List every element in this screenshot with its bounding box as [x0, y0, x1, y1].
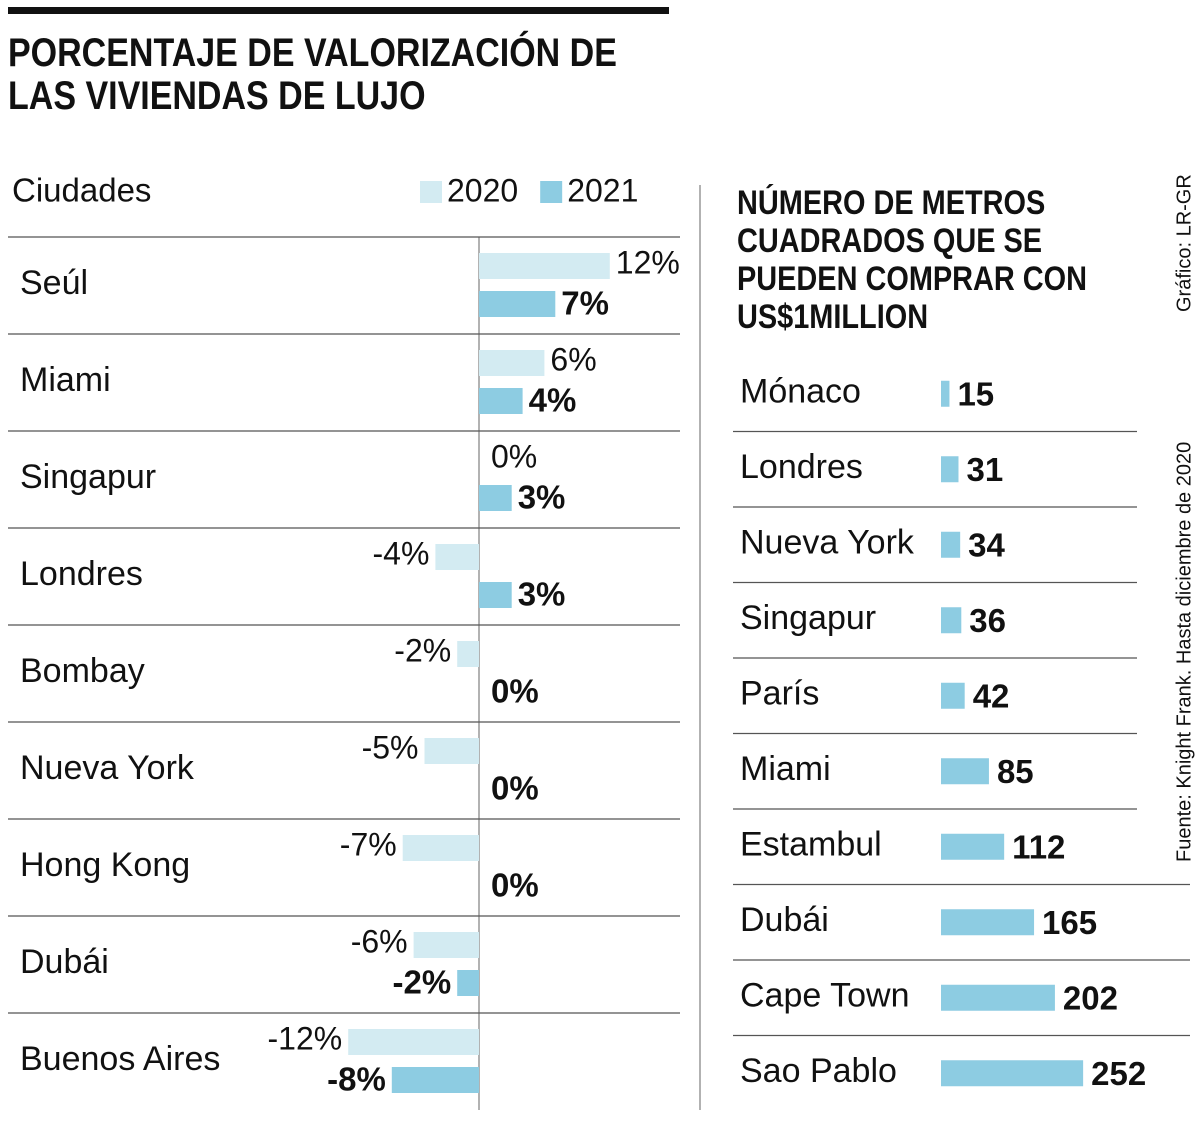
value-label: 112 — [1012, 828, 1065, 865]
bar — [435, 544, 479, 570]
value-label: 0% — [491, 867, 539, 904]
bar — [413, 932, 479, 958]
bar — [941, 984, 1055, 1011]
value-label: 3% — [518, 479, 566, 516]
value-label: 36 — [969, 602, 1006, 639]
value-label: 165 — [1042, 904, 1097, 941]
bar — [941, 380, 950, 407]
category-label: Sao Pablo — [740, 1052, 897, 1090]
bar — [479, 388, 523, 414]
category-label: Londres — [20, 555, 143, 593]
bar — [479, 485, 512, 511]
value-label: 15 — [957, 375, 994, 412]
category-header: Ciudades — [12, 172, 151, 209]
bar — [941, 909, 1035, 936]
value-label: -6% — [351, 923, 408, 959]
value-label: 42 — [973, 677, 1010, 714]
category-label: Buenos Aires — [20, 1040, 220, 1078]
bar — [479, 350, 545, 376]
credit: Gráfico: LR-GR — [1173, 174, 1195, 312]
value-label: 0% — [491, 438, 537, 474]
value-label: 3% — [518, 576, 566, 613]
category-label: Seúl — [20, 264, 88, 302]
value-label: -2% — [394, 632, 451, 668]
bar — [941, 758, 989, 785]
value-label: 12% — [616, 244, 680, 280]
bar — [457, 970, 479, 996]
legend-label: 2021 — [567, 172, 638, 208]
bar — [941, 456, 959, 483]
bar — [479, 253, 610, 279]
value-label: -5% — [362, 729, 419, 765]
category-label: París — [740, 675, 819, 713]
bar — [479, 291, 556, 317]
category-label: Singapur — [20, 458, 156, 496]
bar — [941, 833, 1005, 860]
legend-swatch — [420, 181, 442, 203]
value-label: 7% — [561, 285, 609, 322]
value-label: 85 — [997, 753, 1034, 790]
value-label: -7% — [340, 826, 397, 862]
category-label: Bombay — [20, 652, 145, 690]
bar — [348, 1029, 479, 1055]
bar — [391, 1067, 479, 1093]
value-label: 202 — [1063, 979, 1118, 1016]
value-label: 4% — [529, 382, 577, 419]
bar — [402, 835, 479, 861]
category-label: Hong Kong — [20, 846, 190, 884]
legend-label: 2020 — [447, 172, 518, 208]
category-label: Londres — [740, 448, 863, 486]
chart-title: PORCENTAJE DE VALORIZACIÓN DE LAS VIVIEN… — [8, 31, 617, 119]
value-label: -12% — [267, 1020, 342, 1056]
bar — [941, 607, 962, 634]
bar — [941, 531, 961, 558]
category-label: Mónaco — [740, 373, 861, 411]
value-label: 0% — [491, 673, 539, 710]
value-label: 0% — [491, 770, 539, 807]
category-label: Cape Town — [740, 977, 910, 1015]
category-label: Miami — [20, 361, 111, 399]
value-label: -4% — [372, 535, 429, 571]
value-label: -8% — [327, 1061, 386, 1098]
bar — [479, 582, 512, 608]
legend-swatch — [540, 181, 563, 203]
bar — [457, 641, 479, 667]
bar — [941, 1060, 1084, 1087]
category-label: Dubái — [20, 943, 109, 981]
source: Fuente: Knight Frank. Hasta diciembre de… — [1173, 442, 1195, 862]
category-label: Nueva York — [20, 749, 195, 787]
bar — [424, 738, 479, 764]
category-label: Estambul — [740, 826, 882, 864]
value-label: 252 — [1091, 1055, 1146, 1092]
value-label: -2% — [393, 964, 452, 1001]
value-label: 34 — [968, 526, 1005, 563]
chart-title: NÚMERO DE METROS CUADRADOS QUE SE PUEDEN… — [737, 184, 1088, 337]
category-label: Dubái — [740, 901, 829, 939]
value-label: 31 — [966, 451, 1003, 488]
bar — [941, 682, 965, 709]
value-label: 6% — [550, 341, 596, 377]
category-label: Singapur — [740, 599, 876, 637]
category-label: Miami — [740, 750, 831, 788]
category-label: Nueva York — [740, 524, 915, 562]
top-rule — [8, 7, 669, 14]
